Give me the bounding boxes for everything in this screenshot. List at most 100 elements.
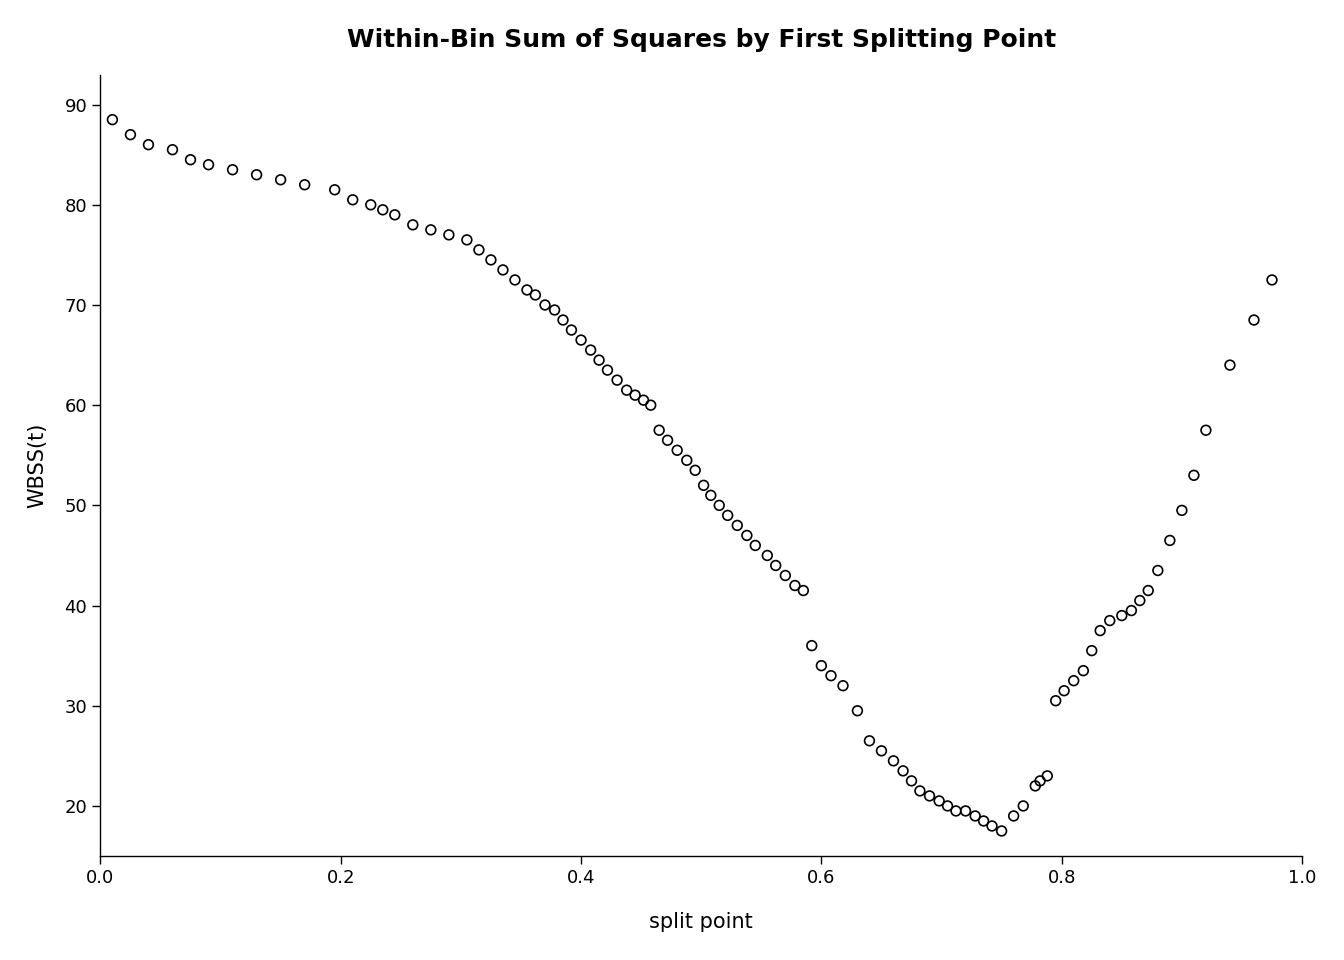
Point bbox=[1159, 533, 1180, 548]
Point bbox=[341, 192, 363, 207]
Point bbox=[737, 528, 758, 543]
Point bbox=[597, 363, 618, 378]
Point bbox=[1063, 673, 1085, 688]
Point bbox=[892, 763, 914, 779]
Point bbox=[648, 422, 669, 438]
Point bbox=[640, 397, 661, 413]
Point bbox=[1261, 273, 1282, 288]
Point bbox=[1090, 623, 1111, 638]
Point bbox=[1044, 693, 1066, 708]
Point bbox=[421, 222, 442, 237]
Point bbox=[294, 177, 316, 192]
Point bbox=[700, 488, 722, 503]
Point bbox=[544, 302, 566, 318]
X-axis label: split point: split point bbox=[649, 912, 753, 932]
Point bbox=[246, 167, 267, 182]
Point bbox=[633, 393, 655, 408]
Point bbox=[180, 152, 202, 167]
Point bbox=[535, 298, 556, 313]
Point bbox=[1003, 808, 1024, 824]
Point bbox=[801, 638, 823, 654]
Point bbox=[909, 783, 930, 799]
Point bbox=[919, 788, 941, 804]
Point bbox=[552, 312, 574, 327]
Point bbox=[402, 217, 423, 232]
Point bbox=[606, 372, 628, 388]
Point bbox=[625, 388, 646, 403]
Point bbox=[516, 282, 538, 298]
Point bbox=[883, 754, 905, 769]
Point bbox=[1111, 608, 1133, 623]
Point bbox=[384, 207, 406, 223]
Point bbox=[616, 382, 637, 397]
Point bbox=[820, 668, 841, 684]
Point bbox=[1146, 563, 1168, 578]
Point bbox=[810, 658, 832, 673]
Point bbox=[847, 703, 868, 718]
Point bbox=[991, 824, 1012, 839]
Point bbox=[222, 162, 243, 178]
Point bbox=[1024, 779, 1046, 794]
Point bbox=[708, 497, 730, 513]
Point bbox=[954, 804, 976, 819]
Point bbox=[667, 443, 688, 458]
Point bbox=[1219, 357, 1241, 372]
Point bbox=[270, 172, 292, 187]
Point bbox=[832, 678, 853, 693]
Point bbox=[468, 242, 489, 257]
Point bbox=[560, 323, 582, 338]
Point bbox=[965, 808, 986, 824]
Point bbox=[438, 228, 460, 243]
Point bbox=[1243, 312, 1265, 327]
Point bbox=[981, 818, 1003, 833]
Point bbox=[793, 583, 814, 598]
Point bbox=[945, 804, 966, 819]
Point bbox=[324, 182, 345, 198]
Point bbox=[871, 743, 892, 758]
Y-axis label: WBSS(t): WBSS(t) bbox=[28, 422, 48, 508]
Point bbox=[684, 463, 706, 478]
Point bbox=[937, 799, 958, 814]
Point bbox=[1137, 583, 1159, 598]
Point bbox=[1183, 468, 1204, 483]
Point bbox=[161, 142, 183, 157]
Point bbox=[1012, 799, 1034, 814]
Point bbox=[784, 578, 805, 593]
Point bbox=[102, 112, 124, 128]
Point bbox=[859, 733, 880, 749]
Point bbox=[716, 508, 738, 523]
Point bbox=[360, 197, 382, 212]
Point bbox=[774, 567, 796, 583]
Point bbox=[727, 517, 749, 533]
Point bbox=[1073, 663, 1094, 679]
Point bbox=[757, 548, 778, 564]
Point bbox=[579, 343, 601, 358]
Point bbox=[900, 773, 922, 788]
Point bbox=[120, 127, 141, 142]
Point bbox=[456, 232, 477, 248]
Point bbox=[570, 332, 591, 348]
Point bbox=[1054, 683, 1075, 698]
Point bbox=[745, 538, 766, 553]
Point bbox=[765, 558, 786, 573]
Point bbox=[589, 352, 610, 368]
Point bbox=[1030, 773, 1051, 788]
Point bbox=[1121, 603, 1142, 618]
Point bbox=[1036, 768, 1058, 783]
Point bbox=[1099, 612, 1121, 628]
Point bbox=[1171, 503, 1192, 518]
Point bbox=[973, 813, 995, 828]
Point bbox=[137, 137, 159, 153]
Point bbox=[198, 157, 219, 173]
Point bbox=[929, 793, 950, 808]
Point bbox=[372, 203, 394, 218]
Point bbox=[1081, 643, 1102, 659]
Point bbox=[1129, 593, 1150, 609]
Point bbox=[694, 478, 715, 493]
Title: Within-Bin Sum of Squares by First Splitting Point: Within-Bin Sum of Squares by First Split… bbox=[347, 28, 1056, 52]
Point bbox=[480, 252, 501, 268]
Point bbox=[492, 262, 513, 277]
Point bbox=[676, 452, 698, 468]
Point bbox=[504, 273, 526, 288]
Point bbox=[657, 433, 679, 448]
